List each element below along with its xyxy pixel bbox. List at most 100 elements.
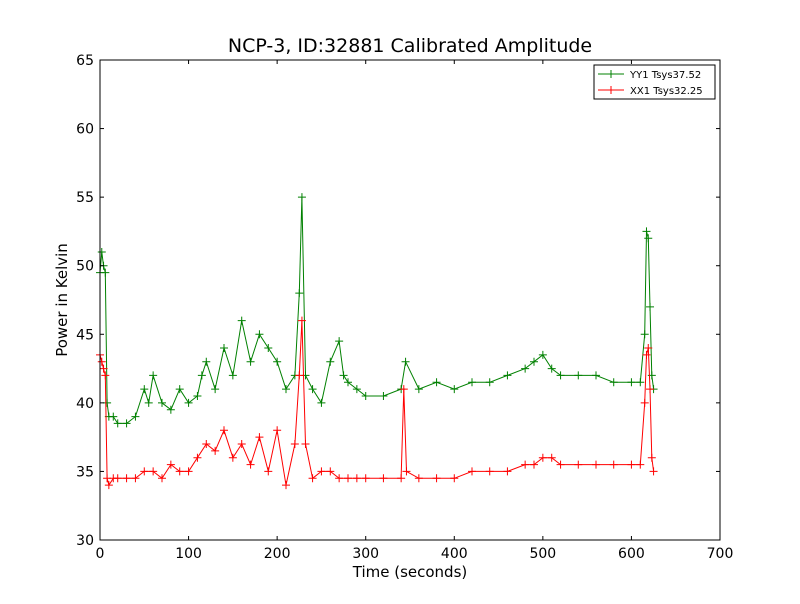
data-point-xx1 [255,433,264,442]
data-point-xx1 [193,453,202,462]
data-point-yy1 [379,392,388,400]
data-point-yy1 [644,234,653,243]
y-tick-label: 55 [76,190,94,206]
data-point-xx1 [414,474,423,483]
data-point-yy1 [317,398,326,407]
data-point-yy1 [166,405,175,414]
y-tick-label: 50 [76,259,94,275]
data-point-yy1 [574,371,583,380]
data-point-xx1 [149,467,158,476]
data-point-xx1 [644,344,653,352]
data-point-xx1 [640,398,649,407]
data-point-yy1 [197,371,206,380]
data-point-yy1 [592,371,600,380]
data-point-yy1 [401,357,410,366]
data-point-yy1 [282,385,290,394]
data-point-xx1 [140,467,149,476]
data-point-yy1 [326,357,335,366]
data-point-xx1 [295,371,304,380]
data-point-yy1 [101,268,110,277]
x-tick-label: 100 [175,546,202,562]
data-point-yy1 [211,385,220,394]
data-point-xx1 [609,460,618,469]
data-point-yy1 [122,419,131,428]
data-point-xx1 [184,467,193,476]
data-point-yy1 [131,412,140,421]
x-tick-label: 600 [618,546,645,562]
data-point-xx1 [202,440,211,448]
data-point-yy1 [246,357,255,366]
data-point-yy1 [556,371,565,380]
data-point-yy1 [297,193,306,202]
data-point-xx1 [627,460,636,469]
data-point-xx1 [646,385,655,394]
data-point-yy1 [140,385,149,394]
data-point-xx1 [636,460,645,469]
data-point-yy1 [636,378,645,387]
data-point-xx1 [503,467,512,476]
data-point-xx1 [450,474,459,483]
data-point-xx1 [297,316,306,325]
data-point-yy1 [530,357,538,366]
data-point-yy1 [339,371,348,380]
data-point-yy1 [264,344,273,352]
data-point-yy1 [521,364,530,373]
data-point-xx1 [335,474,344,483]
data-point-yy1 [158,398,166,407]
data-point-yy1 [175,385,184,394]
x-tick-label: 500 [529,546,556,562]
data-point-xx1 [228,453,237,462]
x-tick-label: 400 [441,546,468,562]
data-point-yy1 [184,398,193,407]
data-point-xx1 [642,350,651,359]
data-point-yy1 [220,344,228,352]
data-point-xx1 [158,474,166,483]
data-point-yy1 [547,364,556,373]
data-point-yy1 [308,385,317,394]
data-point-yy1 [361,392,370,400]
plot-area [100,60,720,540]
data-point-yy1 [646,302,655,311]
data-point-xx1 [99,364,108,373]
data-point-xx1 [97,357,106,366]
legend-box [593,64,716,100]
data-point-xx1 [574,460,583,469]
data-point-yy1 [642,227,651,236]
data-point-xx1 [282,481,290,490]
series-line-xx1 [99,320,655,487]
y-tick-label: 60 [76,122,94,138]
data-point-yy1 [228,371,237,380]
y-tick-label: 40 [76,396,94,412]
data-point-xx1 [290,440,299,448]
data-point-yy1 [335,337,344,346]
data-point-yy1 [149,371,158,380]
data-point-xx1 [101,371,110,380]
data-point-xx1 [166,460,175,469]
data-point-xx1 [104,481,113,490]
data-point-xx1 [649,467,658,476]
data-point-yy1 [109,412,118,421]
y-tick-label: 30 [76,533,94,549]
x-tick-label: 200 [264,546,291,562]
data-point-xx1 [352,474,361,483]
data-point-yy1 [468,378,476,387]
data-point-yy1 [538,350,547,359]
legend-label-xx1: XX1 Tsys32.25 [630,86,703,97]
data-point-xx1 [402,467,411,476]
data-point-xx1 [211,446,220,455]
data-point-xx1 [379,474,388,483]
data-point-xx1 [246,460,255,469]
data-point-xx1 [344,474,352,483]
data-point-xx1 [317,467,326,476]
data-point-yy1 [414,385,423,394]
data-point-yy1 [640,330,649,339]
data-point-xx1 [361,474,370,483]
data-point-xx1 [113,474,122,483]
data-point-xx1 [308,474,317,483]
data-point-xx1 [397,474,406,483]
data-point-xx1 [547,453,556,462]
data-point-yy1 [113,419,122,428]
y-axis-label: Power in Kelvin [53,243,71,357]
data-point-yy1 [609,378,618,387]
